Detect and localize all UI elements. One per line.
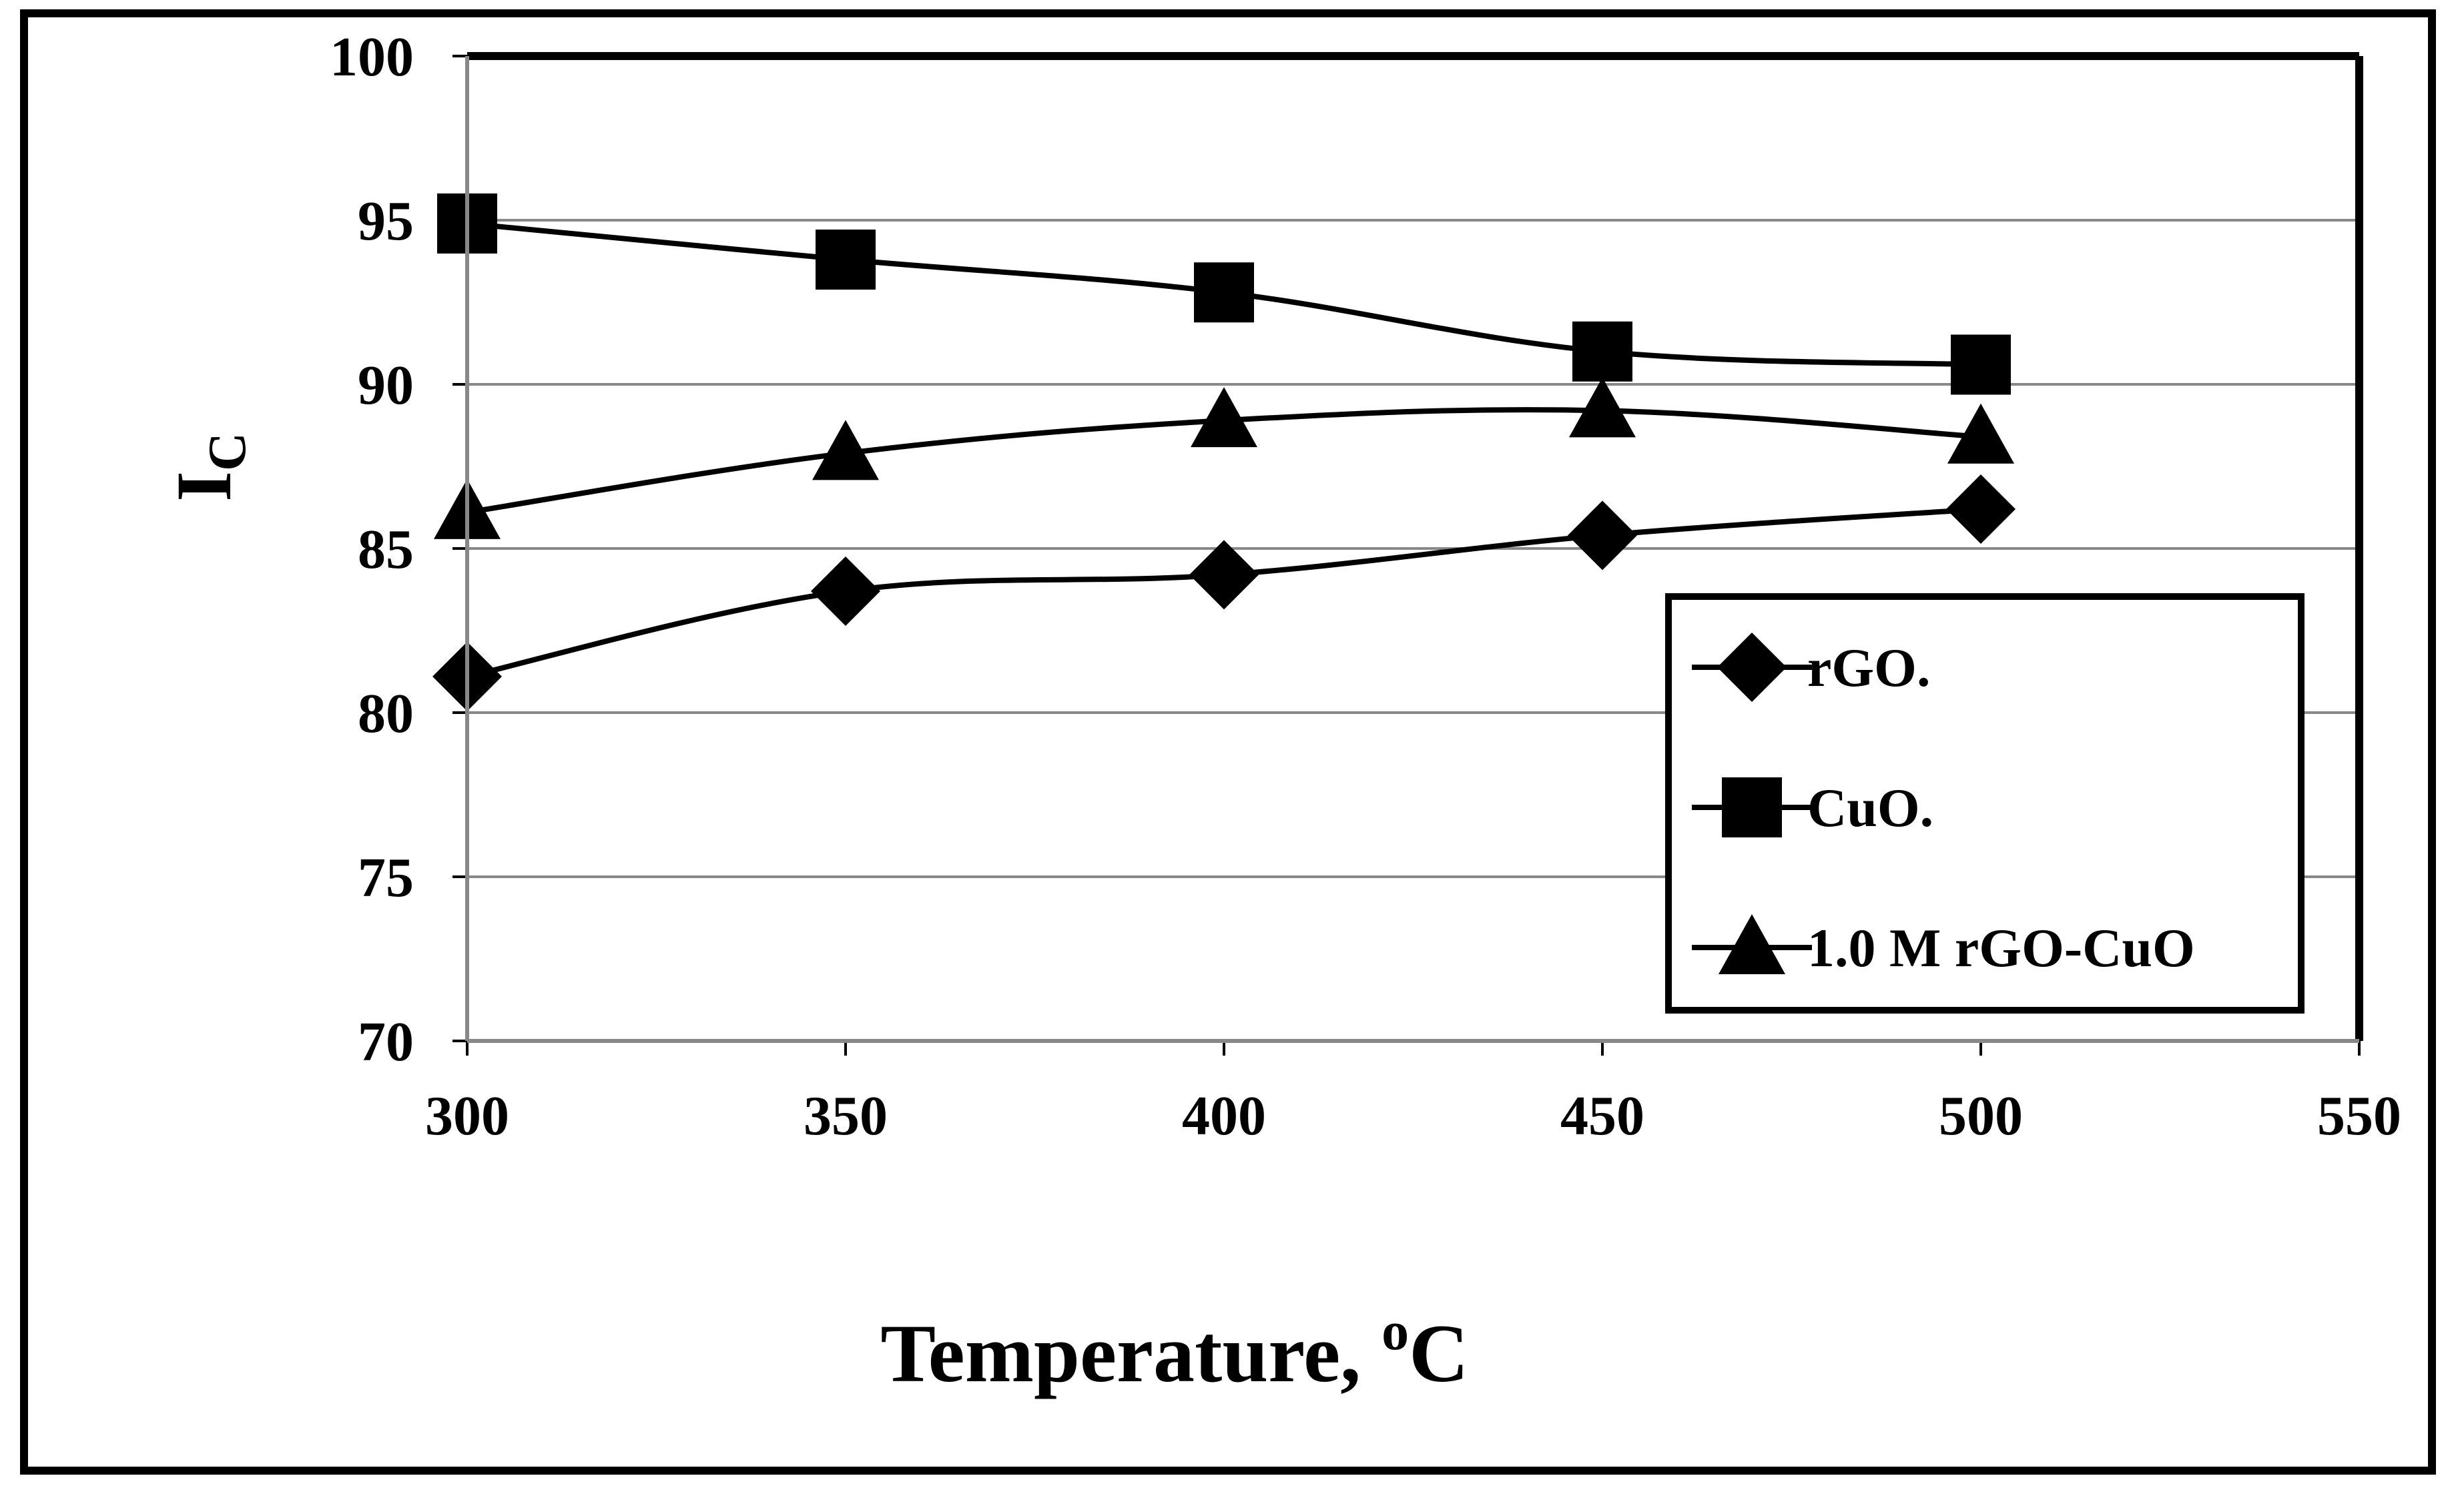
diamond-point <box>1946 474 2016 544</box>
x-tick-label: 450 <box>1560 1085 1644 1147</box>
diamond-point <box>1568 500 1637 571</box>
y-axis-title-subscript: C <box>198 432 257 471</box>
y-axis-title: IC <box>160 432 257 502</box>
x-axis-title-superscript: o <box>1381 1300 1409 1361</box>
axes: 70 75 80 85 90 95 100 300 350 400 450 500 550 <box>330 26 2401 1147</box>
y-tick-label: 85 <box>358 518 414 581</box>
x-tick-label: 350 <box>804 1085 888 1147</box>
legend-diamond-marker <box>1717 633 1787 702</box>
square-point <box>1951 334 2011 395</box>
legend-triangle-marker <box>1719 914 1785 974</box>
square-point <box>1194 262 1254 323</box>
legend-item: rGO. <box>1692 633 1930 702</box>
triangle-point <box>1947 403 2014 464</box>
legend-label: rGO. <box>1807 637 1930 698</box>
y-tick-label: 70 <box>358 1011 414 1073</box>
y-axis-title-main: I <box>160 471 248 502</box>
series-layer <box>432 193 2016 711</box>
legend-item: 1.0 M rGO-CuO <box>1692 914 2195 978</box>
legend-item: CuO. <box>1692 777 1933 838</box>
y-tick-label: 80 <box>358 683 414 745</box>
legend-square-marker <box>1722 777 1782 837</box>
x-axis-title-suffix: C <box>1409 1308 1469 1399</box>
triangle-point <box>1569 377 1636 438</box>
x-tick-label: 550 <box>2317 1085 2401 1147</box>
square-point <box>816 230 876 290</box>
legend: rGO. CuO. 1.0 M rGO-CuO <box>1665 593 2304 1014</box>
series-square <box>437 193 2011 395</box>
series-diamond <box>432 474 2016 711</box>
legend-label: CuO. <box>1807 777 1933 838</box>
square-point <box>1572 321 1632 382</box>
x-axis-title: Temperature, oC <box>880 1300 1468 1399</box>
triangle-point <box>1191 387 1257 448</box>
diamond-point <box>1189 540 1259 610</box>
x-tick-label: 400 <box>1182 1085 1266 1147</box>
series-triangle <box>434 377 2014 539</box>
y-tick-label: 100 <box>330 26 414 88</box>
y-tick-label: 95 <box>358 190 414 252</box>
x-tick-label: 300 <box>425 1085 509 1147</box>
y-tick-label: 75 <box>358 847 414 909</box>
x-tick-label: 500 <box>1939 1085 2023 1147</box>
triangle-point <box>812 420 879 480</box>
legend-label: 1.0 M rGO-CuO <box>1807 917 2195 978</box>
y-tick-label: 90 <box>358 354 414 416</box>
x-axis-title-main: Temperature, <box>880 1308 1381 1399</box>
diamond-point <box>811 556 880 626</box>
grid-lines <box>467 219 2359 878</box>
